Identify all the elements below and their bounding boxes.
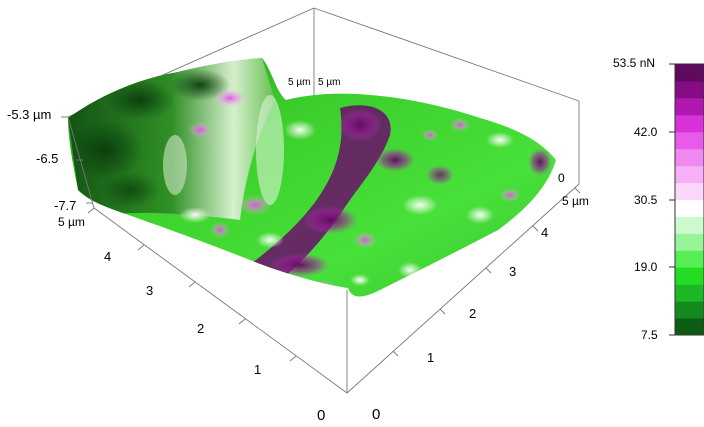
y-tick-label: 5 µm xyxy=(562,194,589,208)
colorbar-cell xyxy=(675,250,704,268)
y-tick-label: 4 xyxy=(541,225,548,240)
colorbar-cell xyxy=(675,318,704,336)
x-axis xyxy=(87,207,297,362)
colorbar-cell xyxy=(675,97,704,116)
x-tick-label: 3 xyxy=(146,283,153,298)
y-tick-label: 1 xyxy=(427,350,434,365)
y-tick-label: 0 xyxy=(372,406,380,423)
colorbar-cell xyxy=(675,216,704,234)
colorbar: 53.5 nN 42.0 30.5 19.0 7.5 xyxy=(613,56,704,342)
colorbar-tick-label: 42.0 xyxy=(634,125,658,139)
colorbar-cell xyxy=(675,301,704,319)
colorbar-cell xyxy=(675,233,704,251)
colorbar-tick-label: 7.5 xyxy=(641,328,658,342)
colorbar-tick-label: 19.0 xyxy=(634,260,658,274)
z-tick-label: -5.3 µm xyxy=(7,107,51,122)
colorbar-cell xyxy=(675,165,704,184)
x-tick-label: 1 xyxy=(254,362,261,377)
y-tick-label: 2 xyxy=(469,306,476,321)
z-tick-label: -6.5 xyxy=(36,151,58,166)
y-tick-label: 0 xyxy=(558,171,565,185)
colorbar-cells xyxy=(675,64,704,336)
z-tick-label: -7.7 xyxy=(54,198,76,213)
top-corner-label: 5 µm xyxy=(318,77,340,88)
z-axis xyxy=(61,116,93,204)
colorbar-cell xyxy=(675,131,704,150)
colorbar-cell xyxy=(675,182,704,200)
x-tick-label: 4 xyxy=(104,249,111,264)
y-tick-label: 3 xyxy=(509,264,516,279)
x-tick-label: 0 xyxy=(317,407,325,424)
colorbar-tick-label: 53.5 nN xyxy=(613,56,655,70)
colorbar-cell xyxy=(675,64,704,82)
afm-surface xyxy=(68,58,556,297)
bounding-box-front xyxy=(67,101,580,394)
top-corner-label: 5 µm xyxy=(288,77,310,88)
colorbar-cell xyxy=(675,267,704,285)
colorbar-cell xyxy=(675,114,704,133)
x-tick-label: 2 xyxy=(197,321,204,336)
colorbar-cell xyxy=(675,80,704,99)
colorbar-cell xyxy=(675,199,704,217)
x-tick-label: 5 µm xyxy=(58,215,85,229)
colorbar-cell xyxy=(675,284,704,302)
colorbar-tick-label: 30.5 xyxy=(634,193,658,207)
colorbar-cell xyxy=(675,148,704,167)
y-axis xyxy=(392,187,581,357)
